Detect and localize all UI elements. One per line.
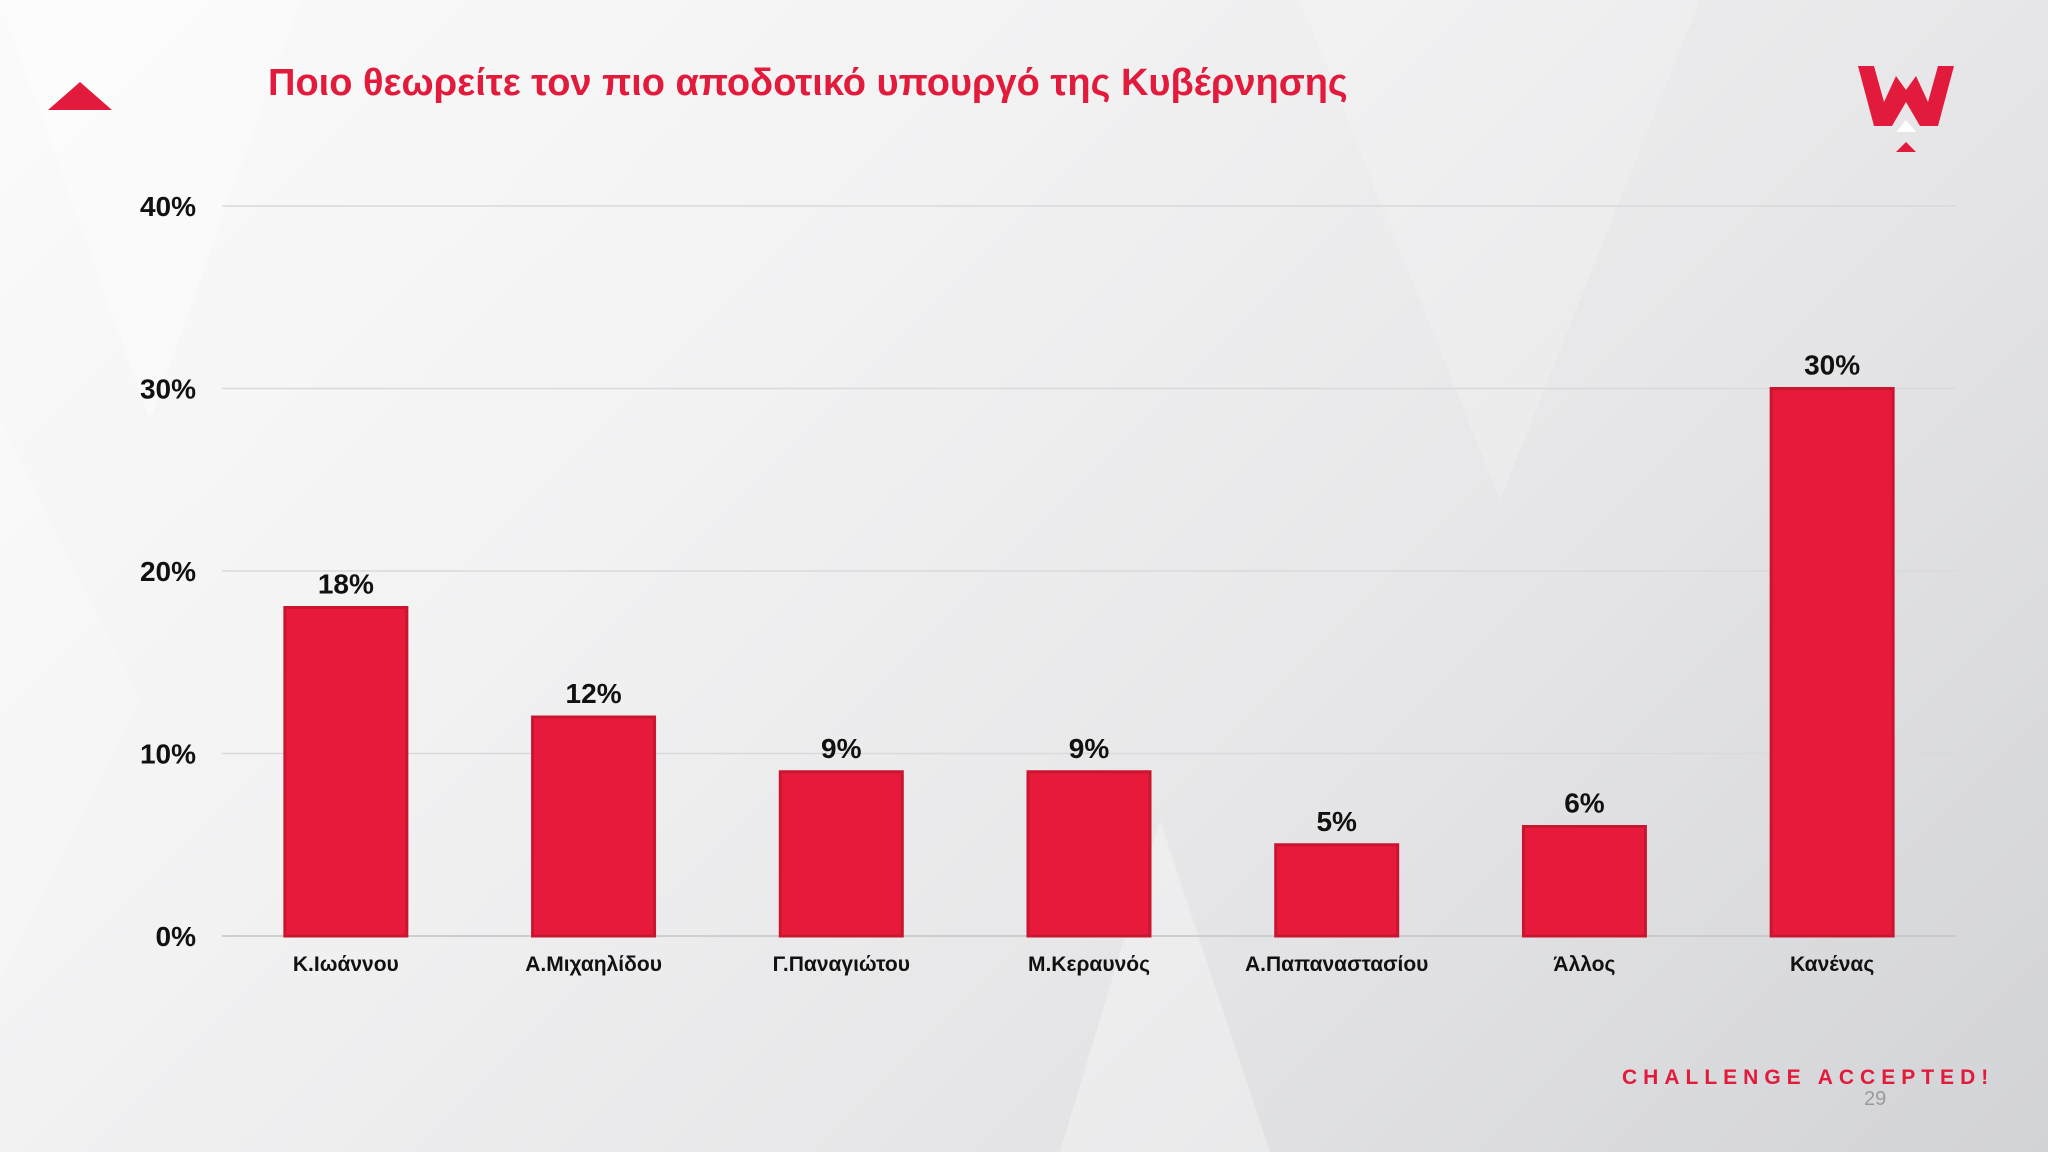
- x-tick-label: Α.Μιχαηλίδου: [525, 953, 662, 976]
- x-tick-label: Γ.Παναγιώτου: [773, 953, 910, 976]
- tagline: CHALLENGE ACCEPTED!: [1622, 1066, 1995, 1089]
- y-tick-label: 0%: [156, 921, 197, 952]
- x-axis-tick-labels: Κ.Ιωάννου Α.Μιχαηλίδου Γ.Παναγιώτου Μ.Κεραυ…: [293, 953, 1874, 976]
- bar-2: [531, 715, 657, 938]
- data-label: 5%: [1316, 806, 1357, 837]
- x-tick-label: Α.Παπαναστασίου: [1245, 953, 1428, 976]
- x-tick-label: Κ.Ιωάννου: [293, 953, 399, 976]
- bar-6: [1521, 825, 1647, 938]
- data-label: 18%: [318, 569, 374, 600]
- bar-7: [1769, 387, 1895, 938]
- page-number: 29: [1864, 1088, 1887, 1110]
- data-label: 12%: [566, 678, 622, 709]
- gridlines: [222, 205, 1956, 937]
- page-title: Ποιο θεωρείτε τον πιο αποδοτικό υπουργό …: [268, 62, 1348, 104]
- red-triangle-arrow-icon: [48, 82, 112, 110]
- y-tick-label: 40%: [140, 191, 196, 222]
- w-crown-logo-icon: [1858, 66, 1954, 152]
- bar-4: [1026, 770, 1152, 938]
- bars: [283, 387, 1895, 938]
- bar-1: [283, 606, 409, 938]
- data-label: 30%: [1804, 350, 1860, 381]
- y-tick-label: 30%: [140, 374, 196, 405]
- y-axis-tick-labels: 0% 10% 20% 30% 40%: [140, 191, 196, 952]
- data-label: 9%: [1069, 733, 1110, 764]
- x-tick-label: Κανένας: [1790, 953, 1874, 976]
- data-label: 9%: [821, 733, 862, 764]
- x-tick-label: Άλλος: [1553, 953, 1615, 976]
- x-tick-label: Μ.Κεραυνός: [1028, 953, 1150, 976]
- bar-3: [778, 770, 904, 938]
- y-tick-label: 10%: [140, 739, 196, 770]
- data-label: 6%: [1564, 788, 1605, 819]
- bar-5: [1274, 843, 1400, 938]
- y-tick-label: 20%: [140, 556, 196, 587]
- data-labels: 18% 12% 9% 9% 5% 6% 30%: [318, 350, 1860, 837]
